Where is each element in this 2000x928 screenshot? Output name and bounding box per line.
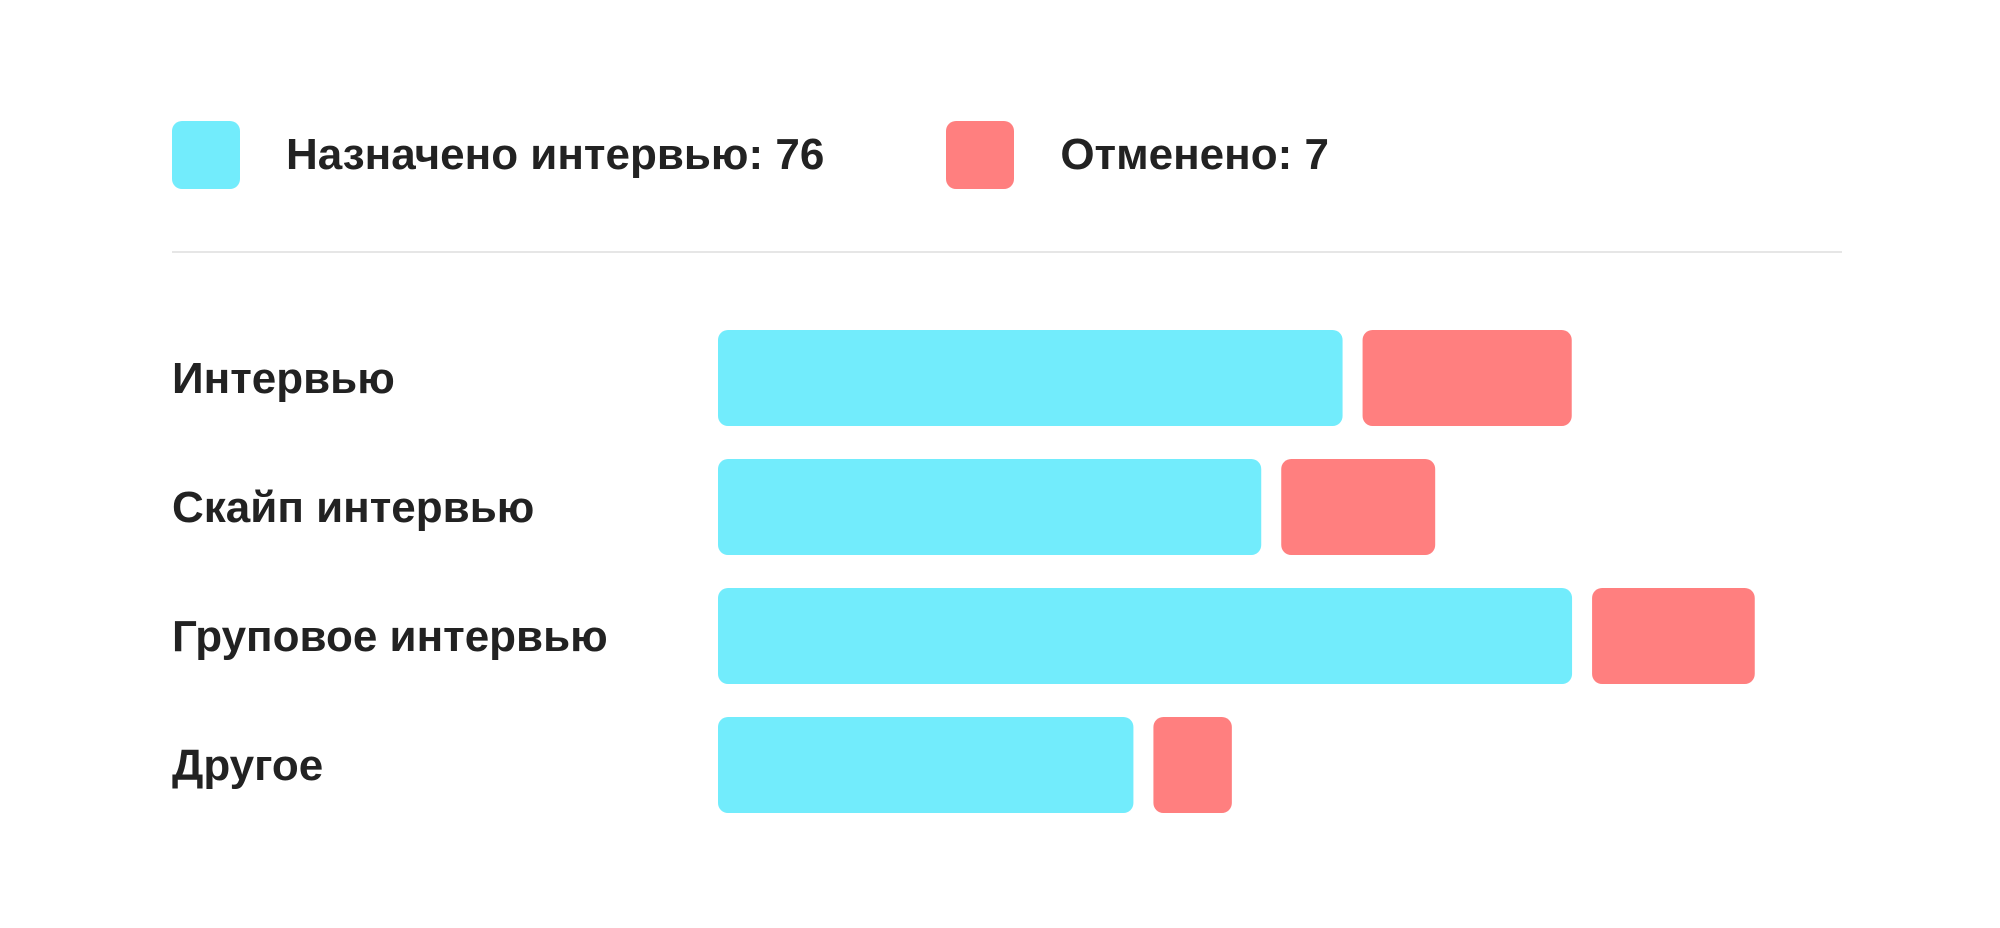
legend-label-scheduled: Назначено интервью: 76 <box>286 130 825 179</box>
bar-scheduled-interview <box>718 330 1343 426</box>
category-label-group-interview: Груповое интервью <box>172 612 608 661</box>
category-label-interview: Интервью <box>172 354 395 403</box>
bar-scheduled-group-interview <box>718 588 1573 684</box>
category-label-skype-interview: Скайп интервью <box>172 483 534 532</box>
bar-cancelled-interview <box>1362 330 1572 426</box>
legend-divider <box>172 251 1842 253</box>
legend-swatch-cancelled <box>946 121 1015 189</box>
bar-scheduled-other <box>718 717 1134 813</box>
bar-cancelled-skype-interview <box>1281 459 1436 555</box>
legend-item-cancelled: Отменено: 7 <box>946 121 1329 189</box>
bar-cancelled-group-interview <box>1592 588 1755 684</box>
legend-swatch-scheduled <box>172 121 240 189</box>
legend-item-scheduled: Назначено интервью: 76 <box>172 121 824 189</box>
chart-legend: Назначено интервью: 76 Отменено: 7 <box>172 120 1451 190</box>
category-label-other: Другое <box>172 741 323 790</box>
bar-cancelled-other <box>1153 717 1232 813</box>
legend-label-cancelled: Отменено: 7 <box>1060 130 1329 179</box>
bar-scheduled-skype-interview <box>718 459 1262 555</box>
